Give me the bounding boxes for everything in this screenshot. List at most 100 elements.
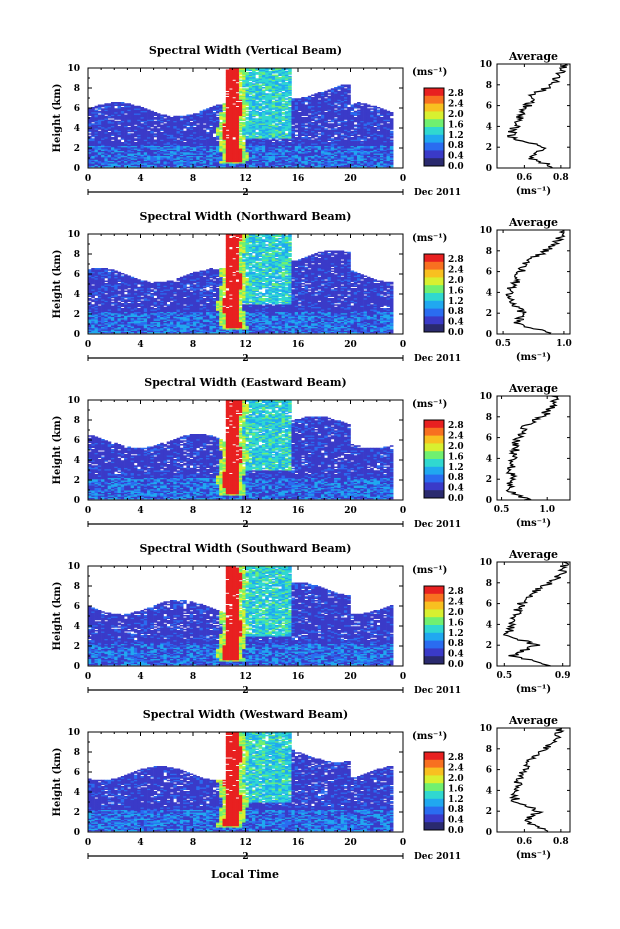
heatmap-cell [314,138,318,140]
heatmap-cell [308,96,312,98]
heatmap-cell [114,108,118,110]
heatmap-cell [150,128,154,130]
heatmap-cell [301,117,305,119]
heatmap-cell [157,128,161,130]
heatmap-cell [278,93,282,95]
heatmap-cell [150,111,154,113]
heatmap-cell [305,117,309,119]
heatmap-cell [295,130,299,132]
heatmap-cell [285,98,289,100]
heatmap-cell [314,93,318,95]
heatmap-cell [104,116,108,118]
heatmap-cell [275,75,279,77]
heatmap-cell [141,123,145,125]
heatmap-cell [154,133,158,135]
heatmap-cell [275,100,279,102]
heatmap-cell [377,110,381,112]
heatmap-cell [147,110,151,112]
heatmap-cell [285,111,289,113]
heatmap-cell [265,116,269,118]
heatmap-cell [298,112,302,114]
heatmap-cell [328,123,332,125]
heatmap-cell [354,111,358,113]
heatmap-cell [377,107,381,109]
heatmap-cell [131,105,135,107]
heatmap-cell [127,127,131,129]
heatmap-cell [246,113,250,115]
heatmap-cell [373,106,377,108]
heatmap-cell [246,88,250,90]
heatmap-cell [308,137,312,139]
heatmap-cell [219,131,223,133]
heatmap-cell [262,111,266,113]
heatmap-cell [252,83,256,85]
heatmap-cell [331,138,335,140]
heatmap-cell [324,112,328,114]
heatmap-cell [278,126,282,128]
heatmap-cell [354,125,358,127]
heatmap-cell [305,97,309,99]
heatmap-cell [324,91,328,93]
heatmap-cell [121,102,125,104]
heatmap-cell [282,103,286,105]
heatmap-cell [377,131,381,133]
panel-title: Spectral Width (Vertical Beam) [149,44,342,57]
heatmap-cell [305,128,309,130]
heatmap-cell [111,102,115,104]
heatmap-cell [331,123,335,125]
heatmap-cell [239,136,243,138]
heatmap-cell [288,76,292,78]
heatmap-cell [259,112,263,114]
heatmap-cell [383,110,387,112]
heatmap-cell [206,108,210,110]
heatmap-cell [236,93,240,95]
heatmap-cell [249,82,253,84]
heatmap-cell [351,105,355,107]
heatmap-cell [134,106,138,108]
heatmap-cell [351,112,355,114]
heatmap-cell [249,72,253,74]
heatmap-cell [213,137,217,139]
heatmap-cell [239,122,243,124]
heatmap-cell [216,117,220,119]
heatmap-cell [157,113,161,115]
heatmap-cell [239,76,243,78]
heatmap-cell [285,133,289,135]
heatmap-cell [246,136,250,138]
heatmap-cell [186,127,190,129]
heatmap-cell [255,72,259,74]
heatmap-cell [246,111,250,113]
heatmap-cell [344,85,348,87]
heatmap-cell [160,125,164,127]
heatmap-cell [285,82,289,84]
heatmap-cell [196,125,200,127]
heatmap-cell [124,103,128,105]
heatmap-cell [298,98,302,100]
heatmap-cell [239,88,243,90]
heatmap-cell [334,110,338,112]
heatmap-cell [357,136,361,138]
heatmap-cell [318,125,322,127]
heatmap-cell [242,142,246,144]
heatmap-cell [282,122,286,124]
heatmap-cell [121,142,125,144]
heatmap-cell [242,118,246,120]
heatmap-cell [226,92,230,94]
heatmap-cell [190,122,194,124]
heatmap-cell [360,141,364,143]
heatmap-cell [180,120,184,122]
heatmap-cell [318,92,322,94]
heatmap-cell [160,132,164,134]
heatmap-cell [127,103,131,105]
heatmap-cell [239,133,243,135]
heatmap-cell [239,95,243,97]
heatmap-cell [360,103,364,105]
heatmap-cell [328,142,332,144]
heatmap-cell [344,121,348,123]
heatmap-cell [328,121,332,123]
heatmap-cell [390,140,394,142]
heatmap-cell [252,95,256,97]
heatmap-cell [121,107,125,109]
heatmap-cell [118,140,122,142]
heatmap-cell [318,136,322,138]
